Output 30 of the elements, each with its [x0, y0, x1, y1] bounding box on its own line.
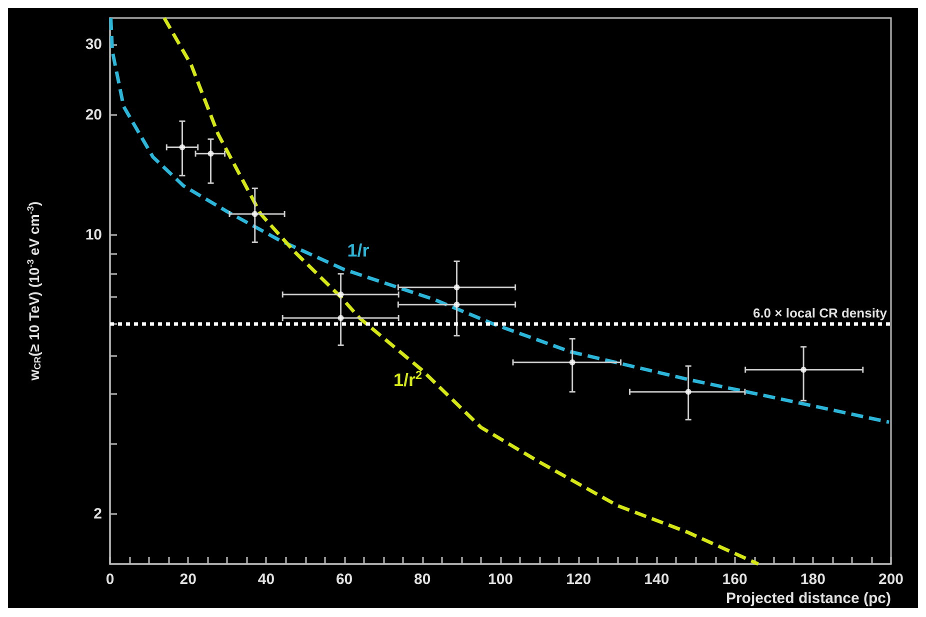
point [338, 292, 344, 298]
y-tick-label: 20 [85, 106, 102, 124]
y-tick-label: 30 [85, 36, 102, 54]
x-tick-label: 0 [106, 571, 114, 588]
x-tick-label: 140 [644, 571, 670, 588]
point [179, 144, 186, 150]
ref-line-label: 6.0 × local CR density [752, 306, 888, 321]
series-label: 1/r [347, 240, 370, 261]
x-tick-label: 180 [800, 571, 826, 588]
x-tick-label: 100 [488, 571, 514, 588]
x-tick-label: 40 [258, 571, 275, 588]
x-tick-label: 20 [180, 571, 196, 588]
y-axis-title: wCR(≥ 10 TeV) (10-3 eV cm-3) [26, 201, 42, 382]
point [454, 284, 460, 290]
point [454, 302, 460, 308]
line-series [109, 16, 891, 424]
point [252, 210, 258, 217]
point [685, 388, 692, 395]
x-tick-label: 160 [722, 571, 748, 588]
y-tick-label: 2 [94, 506, 102, 523]
point [800, 366, 807, 373]
point [569, 359, 576, 366]
y-tick-label: 10 [85, 226, 102, 244]
x-tick-label: 200 [878, 571, 904, 588]
x-tick-label: 60 [336, 571, 353, 588]
point [338, 315, 344, 322]
x-tick-label: 80 [414, 571, 431, 588]
x-tick-label: 120 [566, 571, 592, 588]
x-axis-title: Projected distance (pc) [726, 590, 892, 607]
point [208, 150, 214, 157]
